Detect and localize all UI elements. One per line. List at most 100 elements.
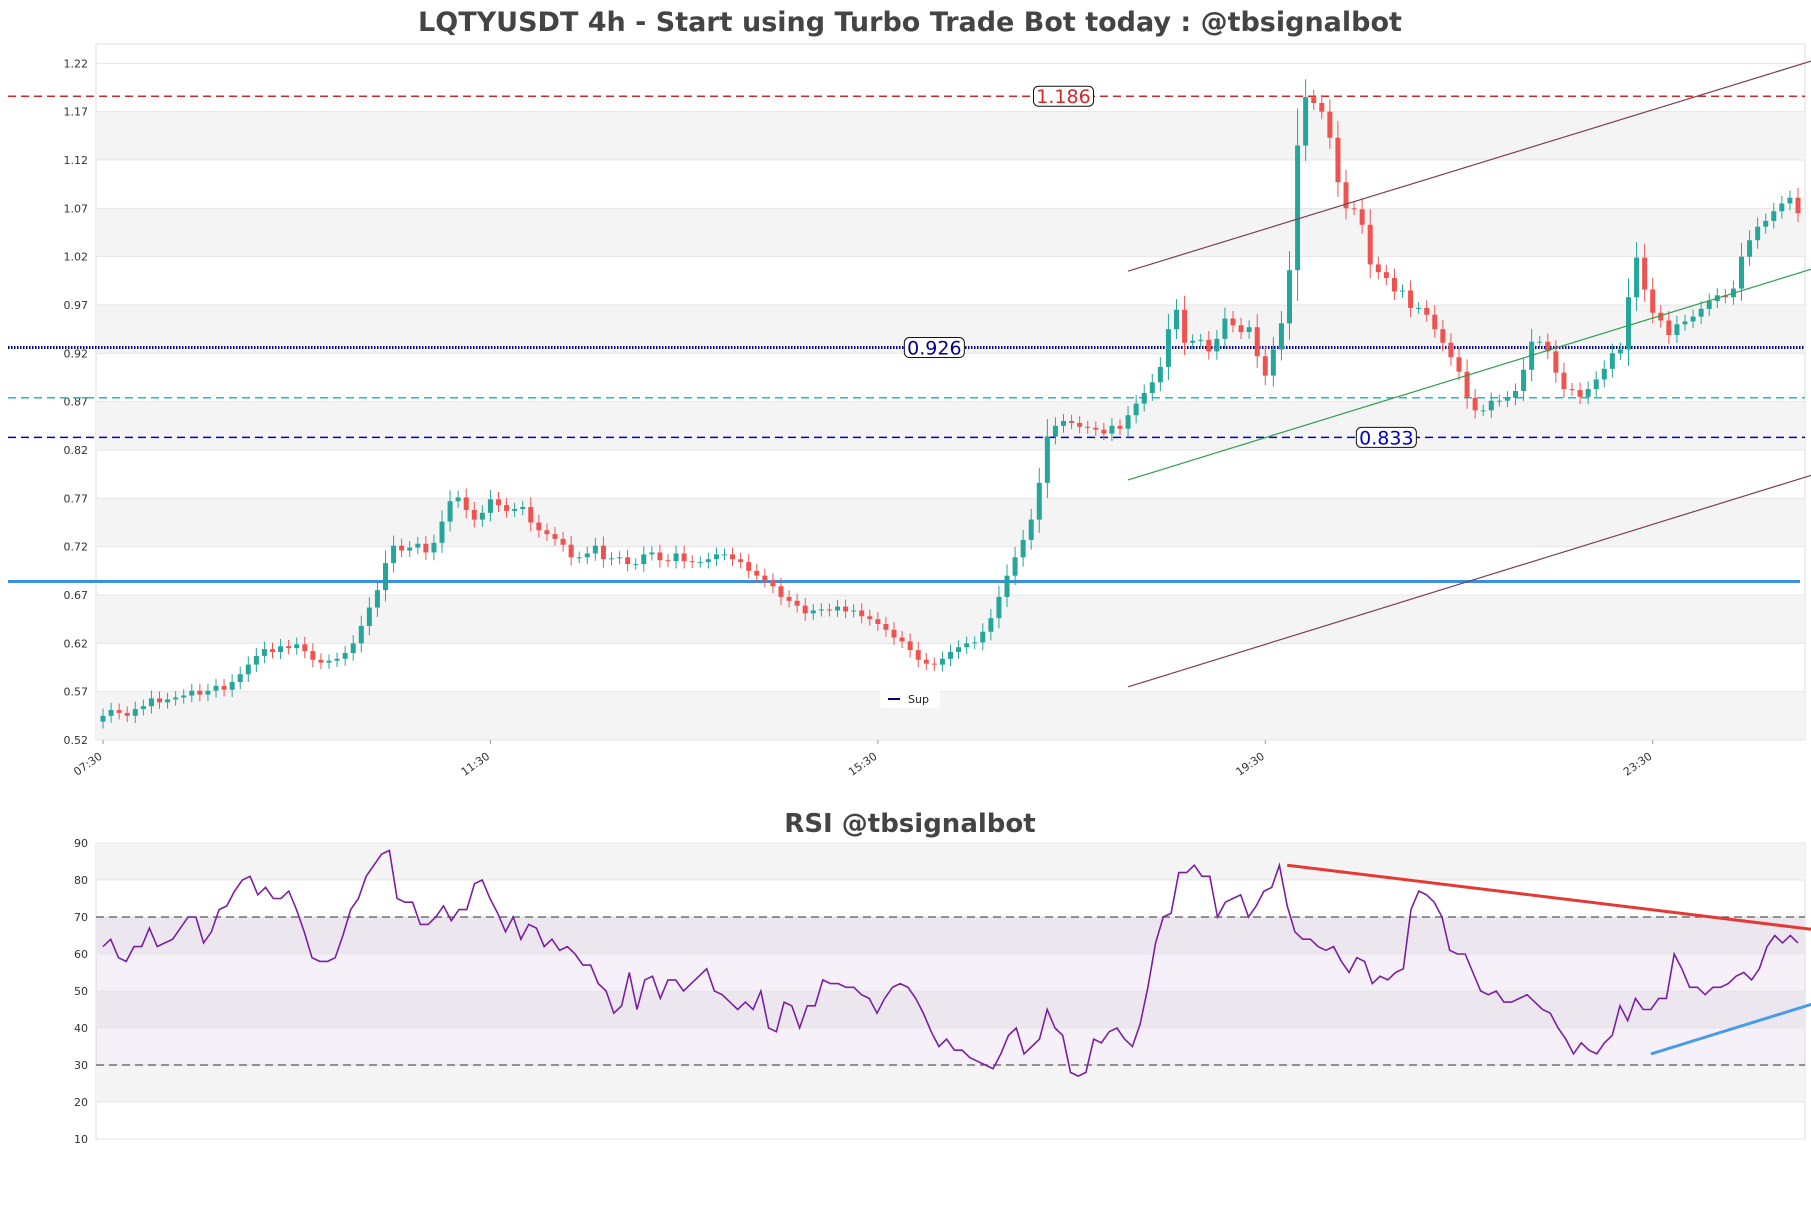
trend-line — [1127, 60, 1811, 272]
candle-body — [1504, 397, 1510, 401]
rsi-grid-bands — [96, 842, 1805, 1140]
candle-body — [1601, 368, 1607, 380]
candle-body — [1286, 270, 1293, 324]
candle-body — [875, 619, 881, 624]
rsi-trend-lines — [1286, 863, 1811, 1056]
candle-body — [1012, 557, 1018, 576]
candle-body — [1577, 390, 1583, 397]
candle-body — [746, 562, 752, 571]
rsi-y-tick-label: 70 — [74, 911, 88, 924]
candle-body — [1069, 421, 1075, 423]
rsi-resistance-line — [1286, 863, 1811, 931]
candle-body — [1222, 318, 1228, 339]
candle-body — [826, 609, 832, 611]
candle-body — [1278, 323, 1284, 350]
candle-body — [1617, 349, 1623, 354]
candle-body — [1262, 356, 1268, 376]
price-y-tick-label: 0.92 — [64, 347, 89, 360]
rsi-y-tick-label: 50 — [74, 985, 88, 998]
candle-body — [245, 664, 251, 675]
price-y-tick-label: 1.07 — [64, 202, 89, 215]
candle-body — [1270, 349, 1276, 376]
rsi-support-line — [1650, 1002, 1811, 1056]
candle-body — [463, 497, 469, 510]
candle-body — [560, 538, 566, 545]
candle-body — [818, 609, 824, 611]
candle-body — [415, 543, 421, 548]
candle-body — [1230, 318, 1236, 326]
candle-body — [1198, 339, 1204, 341]
price-grid-bands — [96, 62, 1805, 741]
candle-body — [261, 649, 267, 656]
candle-body — [1117, 425, 1123, 429]
candle-body — [189, 690, 195, 696]
candle-body — [124, 712, 130, 716]
candle-body — [487, 499, 493, 513]
candle-body — [1028, 519, 1034, 540]
price-band — [96, 498, 1805, 547]
candle-body — [471, 509, 477, 520]
candle-body — [447, 501, 453, 522]
candle-body — [1206, 339, 1212, 352]
candle-body — [947, 652, 954, 659]
level-label: 0.833 — [1359, 427, 1413, 449]
level-label-box — [1355, 426, 1417, 448]
candle-body — [721, 554, 728, 556]
candle-body — [1553, 351, 1559, 373]
candle-body — [964, 643, 970, 648]
rsi-y-tick-label: 10 — [74, 1133, 88, 1146]
candle-body — [221, 685, 227, 690]
candle-body — [810, 610, 816, 614]
level-label: 0.926 — [907, 338, 961, 360]
candle-body — [738, 559, 744, 563]
candle-body — [1004, 575, 1010, 597]
candle-body — [802, 605, 808, 614]
candle-body — [1787, 197, 1793, 204]
candle-body — [1319, 102, 1325, 112]
candle-body — [100, 715, 106, 722]
rsi-y-tick-label: 90 — [74, 837, 88, 850]
rsi-y-tick-label: 20 — [74, 1096, 88, 1109]
candle-body — [1545, 341, 1551, 352]
candle-body — [318, 659, 324, 663]
candle-body — [1496, 400, 1502, 402]
candle-body — [439, 521, 445, 543]
candle-body — [407, 547, 413, 551]
candle-body — [843, 606, 849, 612]
candle-body — [939, 658, 945, 665]
candle-body — [132, 709, 138, 716]
candle-body — [197, 690, 203, 695]
price-y-tick-label: 0.67 — [64, 589, 89, 602]
candle-body — [1020, 539, 1026, 558]
candle-body — [1755, 226, 1761, 241]
candle-body — [479, 512, 485, 520]
candle-body — [1125, 415, 1131, 429]
candle-body — [1149, 382, 1155, 393]
candle-body — [350, 643, 356, 653]
candle-body — [205, 690, 211, 695]
candle-body — [1585, 389, 1591, 397]
candle-body — [1343, 182, 1349, 209]
candle-body — [1085, 426, 1091, 428]
price-panel: 0.52 0.57 0.62 0.67 0.72 0.77 0.82 0.87 0.92 0.97… — [8, 7, 1811, 779]
candle-body — [1432, 314, 1438, 330]
candle-body — [1408, 290, 1414, 308]
rsi-line — [102, 849, 1799, 1077]
candle-body — [1109, 425, 1115, 434]
candle-body — [1456, 357, 1462, 372]
candle-body — [956, 647, 962, 653]
candle-body — [1391, 277, 1397, 292]
candle-body — [730, 554, 736, 560]
candle-body — [544, 530, 550, 535]
candle-body — [600, 545, 606, 560]
candle-body — [1044, 436, 1050, 483]
candle-body — [923, 659, 929, 664]
candle-body — [1173, 309, 1180, 330]
candle-body — [1448, 342, 1454, 358]
candle-body — [156, 698, 163, 703]
candle-body — [657, 552, 663, 561]
price-band — [96, 595, 1805, 644]
price-y-axis: 0.52 0.57 0.62 0.67 0.72 0.77 0.82 0.87 0.92 0.97… — [64, 57, 89, 747]
candle-body — [148, 698, 154, 707]
price-band — [96, 401, 1805, 450]
